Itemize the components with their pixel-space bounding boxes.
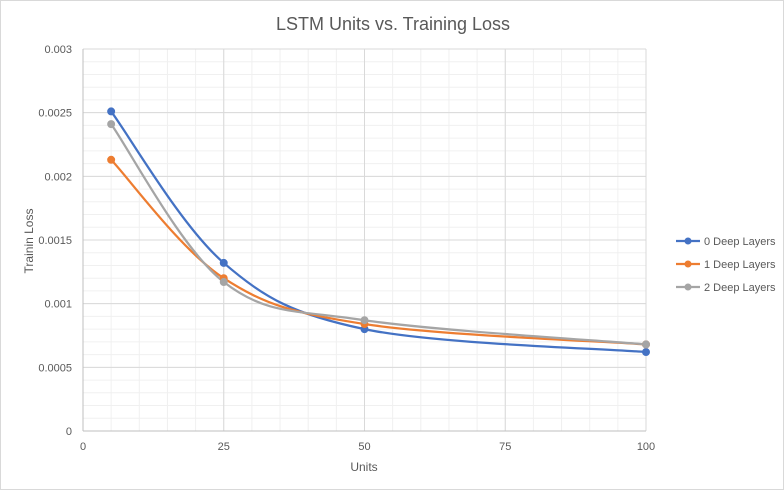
y-tick-label: 0.0005 (38, 362, 72, 374)
y-tick-label: 0.003 (44, 44, 72, 56)
chart-title: LSTM Units vs. Training Loss (276, 14, 510, 34)
data-point-0-deep-layers (107, 107, 116, 116)
legend-marker-2-deep-layers (684, 283, 692, 291)
series-lines (110, 110, 648, 354)
y-axis-label: Trainin Loss (22, 209, 36, 274)
y-tick-label: 0.002 (44, 171, 72, 183)
data-point-2-deep-layers (219, 278, 228, 287)
gridlines (82, 48, 647, 432)
legend-marker-0-deep-layers (684, 237, 692, 245)
legend-label-2-deep-layers: 2 Deep Layers (704, 282, 776, 294)
x-tick-label: 100 (637, 441, 655, 453)
x-axis-label: Units (350, 460, 377, 474)
data-point-2-deep-layers (360, 316, 369, 325)
y-tick-label: 0.0015 (38, 235, 72, 247)
legend: 0 Deep Layers 1 Deep Layers 2 Deep Layers (676, 236, 776, 294)
x-tick-label: 50 (358, 441, 370, 453)
x-tick-label: 0 (80, 441, 86, 453)
legend-label-1-deep-layers: 1 Deep Layers (704, 259, 776, 271)
y-tick-label: 0.001 (44, 299, 72, 311)
axes: 0 25 50 75 100 0 0.0005 0.001 0.0015 0.002 0.0025 0… (38, 44, 655, 453)
data-point-0-deep-layers (219, 258, 228, 267)
series-points (107, 107, 650, 357)
series-line-2-deep-layers (110, 123, 648, 346)
x-tick-label: 25 (218, 441, 230, 453)
data-point-1-deep-layers (107, 155, 116, 164)
data-point-2-deep-layers (642, 340, 650, 349)
data-point-2-deep-layers (107, 120, 116, 129)
x-tick-label: 75 (499, 441, 511, 453)
y-tick-label: 0.0025 (38, 108, 72, 120)
data-point-0-deep-layers (642, 348, 650, 357)
legend-label-0-deep-layers: 0 Deep Layers (704, 236, 776, 248)
y-tick-label: 0 (66, 426, 72, 438)
legend-marker-1-deep-layers (684, 260, 692, 268)
